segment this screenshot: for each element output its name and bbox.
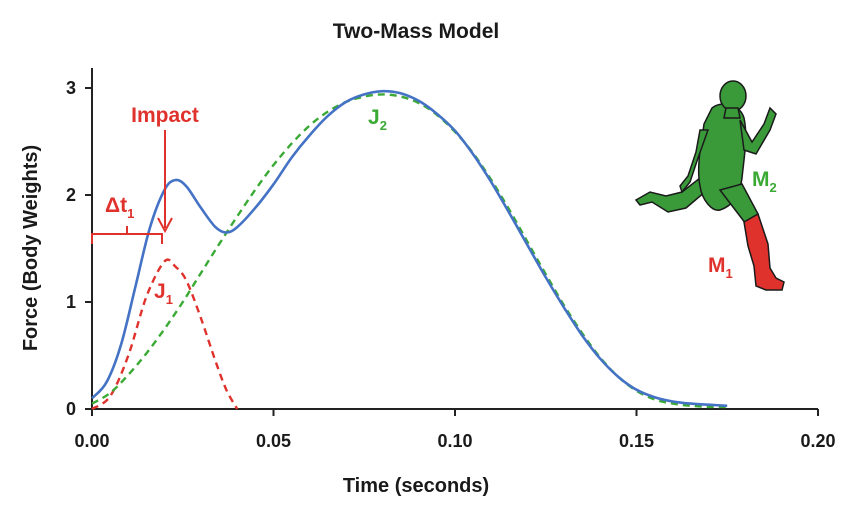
runner-icon [634,80,785,291]
x-axis-label: Time (seconds) [343,475,489,497]
chart-title: Two-Mass Model [333,20,499,43]
delta-t1-bracket [91,226,163,244]
m1-label: M1 [708,254,733,281]
y-axis-label: Force (Body Weights) [20,145,42,351]
series-layer [91,89,728,411]
impact-label: Impact [131,104,199,127]
series-line-j1 [91,258,239,411]
x-tick-label: 0.05 [256,431,291,451]
x-tick-label: 0.00 [74,431,109,451]
j2-label: J2 [368,106,387,133]
impact-annotation: Impact [131,104,199,234]
y-tick-label: 1 [66,292,76,312]
x-tick-label: 0.15 [619,431,654,451]
j1-label: J1 [154,280,173,307]
y-tick-label: 3 [66,78,76,98]
x-tick-label: 0.20 [800,431,835,451]
delta-t1-annotation: Δt1 [91,194,163,244]
series-line-total [91,89,728,408]
impact-arrow-head [157,217,173,234]
m2-label: M2 [752,168,777,195]
y-tick-label: 2 [66,185,76,205]
series-line-j2 [91,93,728,409]
y-axis-ticks: 0 1 2 3 [66,78,92,419]
y-tick-label: 0 [66,399,76,419]
x-axis-ticks: 0.00 0.05 0.10 0.15 0.20 [74,409,836,451]
x-tick-label: 0.10 [437,431,472,451]
delta-t1-label: Δt1 [105,194,134,221]
